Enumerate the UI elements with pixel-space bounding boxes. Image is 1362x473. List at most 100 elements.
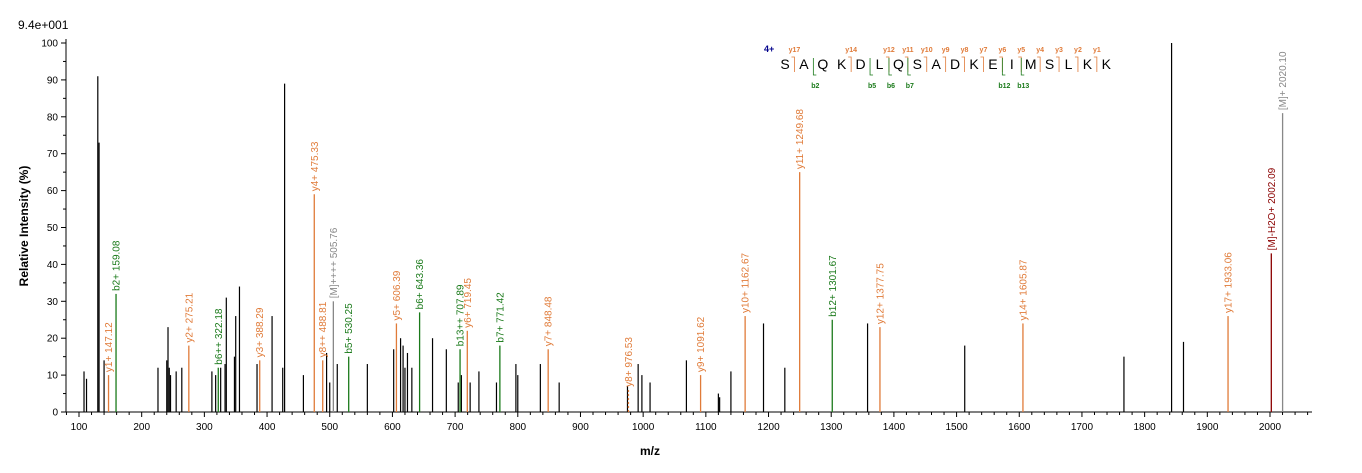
y-ion-label: y3: [1055, 47, 1063, 54]
residue: K: [837, 56, 847, 72]
peak-label: b5+ 530.25: [344, 303, 355, 354]
y-ion-label: y1: [1093, 47, 1101, 54]
peak-label: b7+ 771.42: [495, 292, 506, 343]
y-ion-break: [1018, 56, 1022, 72]
residue: K: [1102, 56, 1112, 72]
x-tick-label: 400: [259, 422, 276, 433]
y-ion-label: y12: [883, 47, 895, 54]
peak-label: y14+ 1605.87: [1018, 259, 1029, 320]
y-axis-title: Relative Intensity (%): [17, 166, 31, 287]
peak-label: [M]-H2O+ 2002.09: [1267, 167, 1278, 250]
b-ion-label: b12: [998, 83, 1010, 90]
peak-label: y6+ 719.45: [463, 278, 474, 328]
x-tick-label: 1000: [632, 422, 655, 433]
y-ion-label: y9: [942, 47, 950, 54]
residue: A: [932, 56, 942, 72]
residue: K: [969, 56, 979, 72]
peak-label: y8+ 976.53: [624, 337, 635, 387]
y-ion-label: y2: [1074, 47, 1082, 54]
x-tick-label: 1600: [1008, 422, 1031, 433]
residue: L: [1065, 56, 1073, 72]
residue: E: [988, 56, 997, 72]
peak-label: [M]++++ 505.76: [329, 227, 340, 298]
y-ion-break: [848, 56, 852, 72]
y-ion-break: [961, 56, 965, 72]
peak-label: [M]+ 2020.10: [1278, 51, 1289, 110]
x-tick-label: 1200: [757, 422, 780, 433]
residue: S: [780, 56, 789, 72]
peak-label: y5+ 606.39: [392, 270, 403, 320]
x-tick-label: 500: [321, 422, 338, 433]
y-ion-label: y4: [1036, 47, 1044, 54]
b-ion-break: [907, 58, 911, 76]
b-ion-label: b2: [811, 83, 819, 90]
b-ion-label: b5: [868, 83, 876, 90]
x-tick-label: 300: [196, 422, 213, 433]
peak-label: b6+ 643.36: [415, 259, 426, 310]
peak-label: b12+ 1301.67: [828, 255, 839, 317]
residue: D: [856, 56, 866, 72]
residue: Q: [817, 56, 828, 72]
y-ion-label: y5: [1017, 47, 1025, 54]
y-ion-break: [942, 56, 947, 72]
y-tick-label: 50: [47, 223, 59, 234]
b-ion-break: [888, 58, 892, 76]
residue: L: [876, 56, 884, 72]
y-ion-label: y6: [998, 47, 1006, 54]
peak-label: b6++ 322.18: [214, 308, 225, 365]
y-tick-label: 100: [41, 39, 58, 50]
y-tick-label: 10: [47, 371, 59, 382]
residue: K: [1083, 56, 1093, 72]
x-tick-label: 1800: [1134, 422, 1157, 433]
y-ion-break: [1093, 56, 1098, 72]
peak-label: y12+ 1377.75: [875, 263, 886, 324]
x-tick-label: 900: [572, 422, 589, 433]
y-tick-label: 90: [47, 75, 59, 86]
max-intensity-label: 9.4e+001: [18, 18, 69, 32]
peak-label: y10+ 1162.67: [741, 252, 752, 313]
x-tick-label: 700: [447, 422, 464, 433]
residue: D: [950, 56, 960, 72]
peak-label: y8++ 488.81: [318, 301, 329, 357]
y-tick-label: 70: [47, 149, 59, 160]
peak-label: y1+ 147.12: [104, 322, 115, 372]
b-ion-label: b13: [1017, 83, 1029, 90]
y-ion-break: [791, 56, 795, 72]
y-ion-label: y17: [789, 47, 801, 54]
x-tick-label: 1900: [1196, 422, 1219, 433]
peak-label: b2+ 159.08: [112, 240, 123, 291]
y-tick-label: 80: [47, 112, 59, 123]
peak-label: y17+ 1933.06: [1224, 252, 1235, 313]
peak-label: y4+ 475.33: [310, 141, 321, 191]
y-tick-label: 30: [47, 297, 59, 308]
residue: S: [1045, 56, 1054, 72]
y-ion-break: [904, 56, 909, 72]
plot-area: 0 10 20 30 40 50 60 70 80 90 100 100 200 300 400 500 600…: [41, 39, 1312, 433]
b-ion-label: b6: [887, 83, 895, 90]
charge-state-label: 4+: [764, 44, 774, 54]
y-ion-break: [980, 56, 984, 72]
y-tick-label: 40: [47, 260, 59, 271]
x-tick-label: 1500: [945, 422, 968, 433]
b-ion-label: b7: [906, 83, 914, 90]
residue: Q: [893, 56, 904, 72]
b-ion-break: [869, 58, 874, 76]
y-ion-break: [1037, 56, 1041, 72]
b-ion-break: [1001, 58, 1006, 76]
peak-label: y9+ 1091.62: [696, 316, 707, 372]
residue: A: [799, 56, 809, 72]
peak-label: y11+ 1249.68: [795, 109, 806, 170]
y-ion-break: [885, 56, 890, 72]
y-ion-break: [1056, 56, 1060, 72]
y-tick-label: 20: [47, 334, 59, 345]
x-tick-label: 800: [509, 422, 526, 433]
x-tick-label: 600: [384, 422, 401, 433]
b-ion-break: [1020, 58, 1025, 76]
peak-label: y2+ 275.21: [184, 292, 195, 342]
y-ion-break: [923, 56, 928, 72]
y-ion-break: [999, 56, 1003, 72]
y-ion-label: y14: [845, 47, 857, 54]
x-tick-label: 1100: [695, 422, 717, 433]
x-tick-label: 100: [71, 422, 88, 433]
